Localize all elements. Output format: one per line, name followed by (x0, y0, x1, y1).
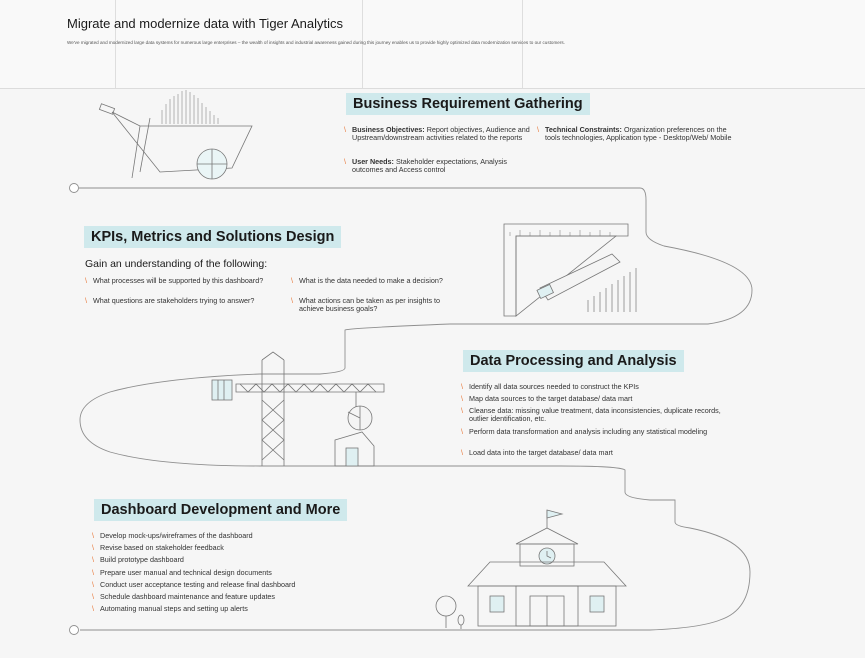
page-subtitle: We've migrated and modernized large data… (67, 40, 565, 45)
section-title-business: Business Requirement Gathering (346, 93, 590, 115)
processing-item: Load data into the target database/ data… (461, 448, 739, 457)
wheelbarrow-icon (98, 90, 253, 180)
processing-item: Perform data transformation and analysis… (461, 427, 739, 436)
section-title-kpis: KPIs, Metrics and Solutions Design (84, 226, 342, 248)
dashboard-item: Schedule dashboard maintenance and featu… (92, 592, 400, 601)
kpis-question-2: What questions are stakeholders trying t… (85, 296, 279, 305)
school-building-icon (467, 509, 627, 627)
business-objectives: Business Objectives: Report objectives, … (344, 125, 538, 142)
dashboard-item: Build prototype dashboard (92, 555, 400, 564)
processing-item: Identify all data sources needed to cons… (461, 382, 739, 391)
business-user-needs: User Needs: Stakeholder expectations, An… (344, 157, 538, 174)
dashboard-item: Revise based on stakeholder feedback (92, 543, 400, 552)
processing-item: Cleanse data: missing value treatment, d… (461, 406, 739, 423)
kpis-question-1: What processes will be supported by this… (85, 276, 279, 285)
processing-item: Map data sources to the target database/… (461, 394, 739, 403)
dashboard-item: Develop mock-ups/wireframes of the dashb… (92, 531, 400, 540)
tree-icon (435, 595, 465, 629)
kpis-intro: Gain an understanding of the following: (85, 258, 268, 270)
ruler-pencil-icon (503, 223, 637, 317)
business-technical-constraints: Technical Constraints: Organization pref… (537, 125, 735, 142)
kpis-question-4: What actions can be taken as per insight… (291, 296, 463, 313)
dashboard-item: Prepare user manual and technical design… (92, 568, 400, 577)
section-title-processing: Data Processing and Analysis (463, 350, 684, 372)
kpis-question-3: What is the data needed to make a decisi… (291, 276, 463, 285)
crane-icon (211, 351, 385, 467)
section-title-dashboard: Dashboard Development and More (94, 499, 348, 521)
dashboard-item: Conduct user acceptance testing and rele… (92, 580, 400, 589)
page-header: Migrate and modernize data with Tiger An… (0, 0, 865, 89)
page-title: Migrate and modernize data with Tiger An… (67, 16, 344, 31)
dashboard-item: Automating manual steps and setting up a… (92, 604, 400, 613)
